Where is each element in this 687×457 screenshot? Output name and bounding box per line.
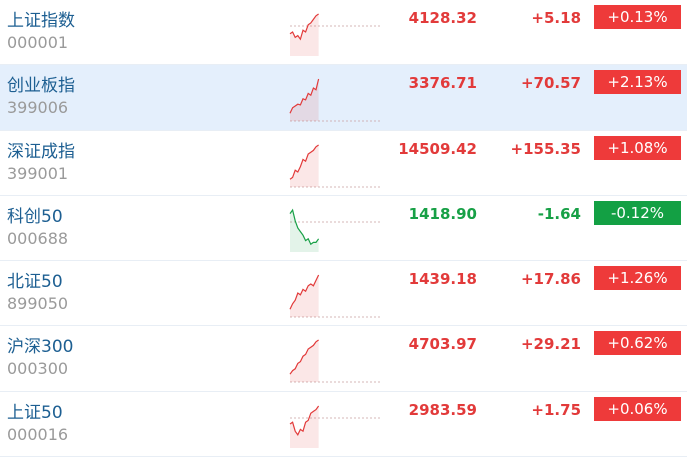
percent-change-badge: +1.08% (594, 135, 681, 160)
index-code: 399006 (7, 98, 69, 118)
sparkline-line (289, 274, 320, 310)
index-change: +29.21 (520, 335, 581, 354)
index-change: -1.64 (537, 204, 581, 223)
percent-change-badge: +1.26% (594, 266, 681, 291)
index-name[interactable]: 北证50 (7, 272, 63, 293)
index-row[interactable]: 沪深300 000300 4703.97 +29.21 +0.62% (0, 326, 687, 392)
percent-change-badge: +0.62% (594, 331, 681, 356)
percent-change-badge: +0.13% (594, 5, 681, 29)
index-price: 1418.90 (408, 204, 477, 223)
sparkline-area (290, 209, 319, 252)
sparkline-area (290, 14, 319, 56)
sparkline-line (289, 405, 320, 436)
sparkline-line (289, 144, 319, 180)
sparkline-line (289, 339, 319, 376)
index-code: 000688 (7, 228, 69, 248)
index-price: 3376.71 (408, 74, 477, 93)
sparkline-area (290, 275, 319, 318)
index-row[interactable]: 上证指数 000001 4128.32 +5.18 +0.13% (0, 0, 687, 66)
index-name[interactable]: 上证指数 (7, 11, 75, 31)
index-code: 000300 (7, 359, 69, 379)
sparkline-chart (289, 405, 380, 448)
sparkline-chart (289, 79, 380, 122)
sparkline-chart (289, 208, 380, 252)
index-price: 4128.32 (408, 9, 477, 27)
sparkline-area (290, 340, 319, 383)
percent-change-badge: +0.06% (594, 396, 681, 421)
index-name[interactable]: 创业板指 (7, 76, 75, 97)
index-row[interactable]: 北证50 899050 1439.18 +17.86 +1.26% (0, 261, 687, 327)
percent-change-badge: -0.12% (594, 200, 681, 225)
percent-change-badge: +2.13% (594, 70, 681, 95)
index-name[interactable]: 深证成指 (7, 141, 75, 162)
index-price: 4703.97 (408, 335, 477, 354)
index-row[interactable]: 创业板指 399006 3376.71 +70.57 +2.13% (0, 65, 687, 131)
index-code: 000016 (7, 424, 69, 444)
index-code: 399001 (7, 163, 69, 183)
index-price: 1439.18 (408, 270, 477, 289)
sparkline-chart (289, 274, 380, 318)
index-code: 000001 (7, 33, 69, 52)
sparkline-area (290, 79, 319, 122)
index-change: +5.18 (531, 9, 581, 27)
index-price: 2983.59 (408, 400, 477, 419)
sparkline-chart (289, 13, 380, 56)
index-code: 899050 (7, 294, 69, 314)
sparkline-line (289, 13, 319, 41)
index-row[interactable]: 科创50 000688 1418.90 -1.64 -0.12% (0, 196, 687, 262)
index-price: 14509.42 (398, 139, 477, 158)
index-row[interactable]: 深证成指 399001 14509.42 +155.35 +1.08% (0, 131, 687, 196)
index-name[interactable]: 沪深300 (7, 337, 74, 358)
index-change: +70.57 (520, 74, 581, 93)
sparkline-chart (289, 144, 380, 187)
index-change: +17.86 (520, 270, 581, 289)
sparkline-area (290, 144, 319, 187)
index-change: +155.35 (510, 139, 581, 158)
sparkline-line (289, 208, 320, 245)
index-row[interactable]: 上证50 000016 2983.59 +1.75 +0.06% (0, 392, 687, 457)
index-name[interactable]: 科创50 (7, 206, 63, 227)
index-name[interactable]: 上证50 (7, 402, 63, 423)
sparkline-chart (289, 339, 380, 383)
sparkline-line (289, 79, 320, 114)
index-change: +1.75 (531, 400, 581, 419)
